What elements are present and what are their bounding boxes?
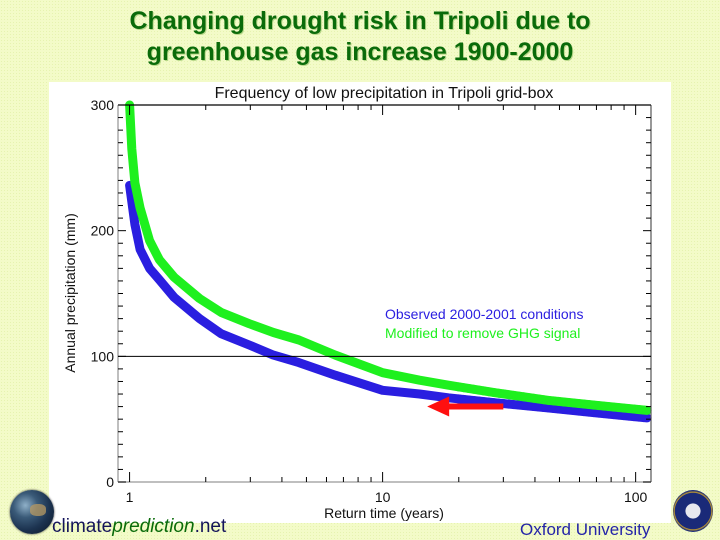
data-point (639, 405, 649, 415)
data-point (589, 400, 599, 410)
data-point (479, 386, 489, 396)
series-line (125, 100, 652, 415)
legend-entry-modified: Modified to remove GHG signal (385, 325, 580, 341)
data-point (554, 396, 564, 406)
chart-panel (49, 82, 671, 523)
data-point (459, 394, 469, 404)
data-point (629, 404, 639, 414)
data-point (504, 399, 514, 409)
data-point (539, 395, 549, 405)
data-point (579, 399, 589, 409)
data-point (534, 394, 544, 404)
data-point (619, 403, 629, 413)
slide-title-line1: Changing drought risk in Tripoli due to (129, 7, 591, 35)
data-point (594, 401, 604, 411)
data-point (504, 390, 514, 400)
legend-entry-observed: Observed 2000-2001 conditions (385, 306, 583, 322)
data-point (584, 400, 594, 409)
series-modified (125, 100, 652, 415)
data-point (469, 384, 479, 394)
data-point (559, 397, 569, 407)
data-point (514, 400, 524, 410)
data-point (529, 393, 539, 403)
data-point (464, 384, 474, 393)
data-point (484, 387, 494, 397)
logo-text-suffix: .net (194, 516, 227, 537)
data-point (489, 388, 499, 397)
x-tick-label: 10 (375, 489, 391, 505)
slide-title: Changing drought risk in Tripoli due to … (0, 6, 720, 68)
data-point (544, 395, 554, 405)
x-axis-label: Return time (years) (324, 505, 444, 521)
logo-text-prefix: climate (52, 516, 113, 537)
slide-title-line2: greenhouse gas increase 1900-2000 (146, 38, 574, 66)
data-point (509, 390, 519, 400)
data-point (494, 388, 504, 398)
data-point (514, 391, 524, 401)
data-point (624, 404, 634, 414)
oxford-crest-icon (673, 490, 713, 532)
globe-logo-icon (10, 490, 54, 534)
data-point (499, 389, 509, 399)
data-point (474, 385, 484, 395)
data-point (519, 392, 529, 402)
chart-title: Frequency of low precipitation in Tripol… (215, 85, 554, 102)
data-point (634, 405, 644, 414)
y-tick-label: 200 (91, 223, 115, 239)
y-tick-label: 300 (91, 97, 115, 113)
logo-text-italic: prediction (112, 516, 195, 537)
data-point (549, 396, 559, 406)
y-axis-label: Annual precipitation (mm) (62, 213, 78, 373)
climateprediction-logo-text: climateprediction.net (52, 516, 226, 538)
data-point (519, 401, 529, 410)
x-tick-label: 1 (126, 489, 134, 505)
y-tick-label: 0 (106, 474, 114, 490)
annotation-arrow-head (427, 396, 450, 417)
series-line (125, 180, 652, 423)
data-point (604, 402, 614, 412)
data-point (509, 400, 519, 410)
data-point (459, 383, 469, 393)
data-point (609, 402, 619, 412)
data-point (524, 393, 534, 403)
y-tick-label: 100 (91, 348, 115, 364)
data-point (569, 398, 579, 408)
x-tick-label: 100 (624, 489, 648, 505)
data-point (564, 398, 574, 407)
data-point (454, 382, 464, 392)
data-point (454, 394, 464, 404)
data-point (614, 403, 624, 413)
data-point (599, 401, 609, 411)
data-point (574, 399, 584, 408)
oxford-university-label: Oxford University (520, 520, 651, 539)
